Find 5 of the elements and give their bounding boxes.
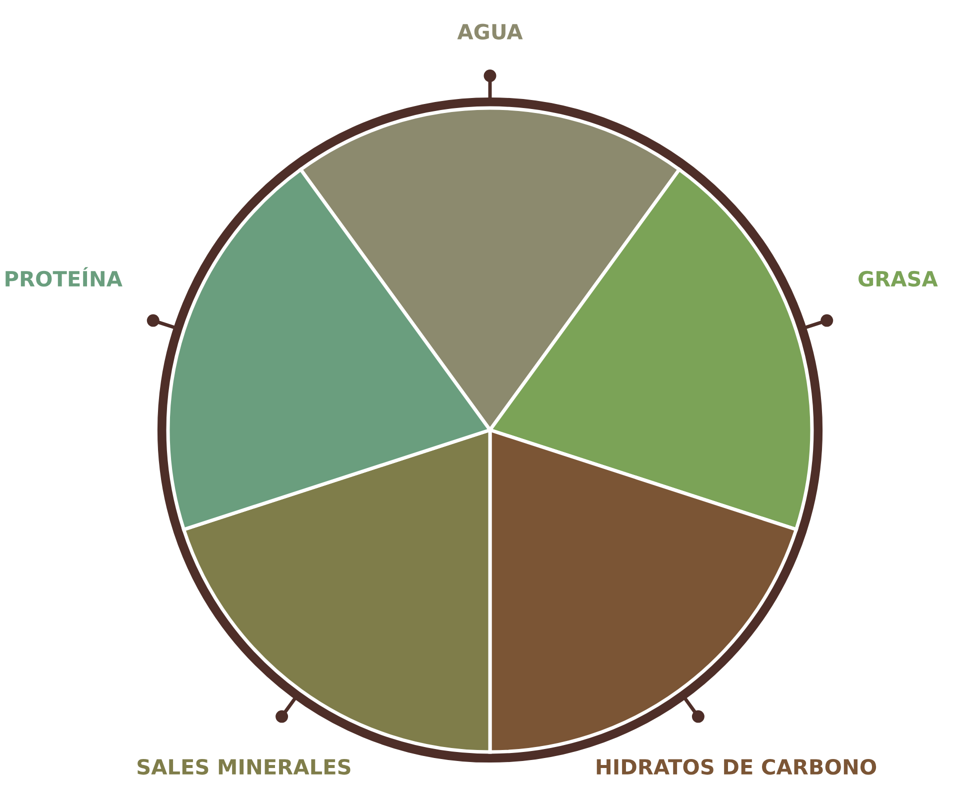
slice-label: SALES MINERALES: [138, 758, 350, 775]
slice-label: AGUA: [457, 24, 523, 40]
slice-label: GRASA: [858, 270, 938, 287]
slice-label: HIDRATOS DE CARBONO: [596, 758, 876, 775]
slice-label: PROTEÍNA: [6, 267, 122, 287]
